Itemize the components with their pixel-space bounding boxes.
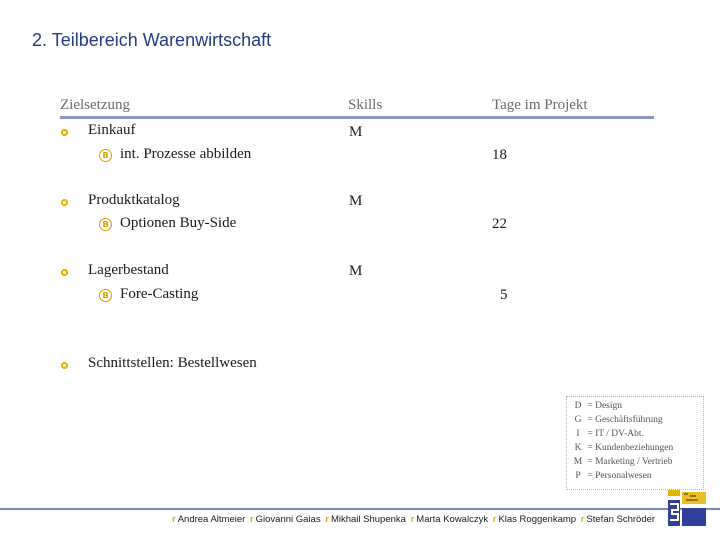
legend-row: P = Personalwesen bbox=[575, 471, 652, 481]
bullet-icon bbox=[60, 128, 69, 137]
slide-title: 2. Teilbereich Warenwirtschaft bbox=[32, 30, 272, 50]
header-divider bbox=[60, 116, 654, 119]
item-lagerbestand-label: Lagerbestand bbox=[88, 262, 169, 278]
item-produktkatalog-days: 22 bbox=[492, 216, 507, 232]
team-logo-icon bbox=[668, 490, 706, 526]
circled-b-icon: B bbox=[99, 218, 112, 231]
item-einkauf-days: 18 bbox=[492, 147, 507, 163]
item-produktkatalog-skill: M bbox=[349, 193, 363, 209]
bullet-icon bbox=[60, 361, 69, 370]
separator-icon: r bbox=[325, 514, 329, 525]
bullet-icon bbox=[60, 198, 69, 207]
circled-b-icon: B bbox=[99, 149, 112, 162]
legend-row: K = Kundenbeziehungen bbox=[574, 443, 674, 453]
legend-row: M = Marketing / Vertrieb bbox=[573, 457, 673, 467]
item-einkauf-label: Einkauf bbox=[88, 122, 136, 138]
separator-icon: r bbox=[580, 514, 585, 525]
header-goal: Zielsetzung bbox=[60, 97, 130, 113]
bullet-icon bbox=[60, 268, 69, 277]
item-schnittstellen-label: Schnittstellen: Bestellwesen bbox=[88, 355, 257, 371]
legend-row: I = IT / DV-Abt. bbox=[576, 429, 644, 439]
circled-b-icon: B bbox=[99, 289, 112, 302]
footer-team-names: r Andrea Altmeier r Giovanni Gaias r Mikhai… bbox=[172, 514, 656, 525]
header-days: Tage im Projekt bbox=[492, 97, 588, 113]
separator-icon: r bbox=[172, 514, 176, 525]
item-produktkatalog-label: Produktkatalog bbox=[88, 192, 180, 208]
item-einkauf-sub: int. Prozesse abbilden bbox=[120, 146, 252, 162]
item-lagerbestand-skill: M bbox=[349, 263, 363, 279]
separator-icon: r bbox=[492, 514, 497, 525]
separator-icon: r bbox=[410, 514, 415, 525]
separator-icon: r bbox=[249, 514, 254, 525]
footer-divider bbox=[0, 508, 720, 510]
item-lagerbestand-sub: Fore-Casting bbox=[120, 286, 199, 302]
header-skills: Skills bbox=[348, 97, 383, 113]
legend-row: G = Geschäftsführung bbox=[574, 415, 663, 425]
item-lagerbestand-days: 5 bbox=[500, 287, 508, 303]
item-einkauf-skill: M bbox=[349, 124, 363, 140]
legend-row: D = Design bbox=[574, 401, 623, 411]
item-produktkatalog-sub: Optionen Buy-Side bbox=[120, 215, 237, 231]
skills-legend: D = Design G = Geschäftsführung I = IT /… bbox=[566, 396, 704, 490]
